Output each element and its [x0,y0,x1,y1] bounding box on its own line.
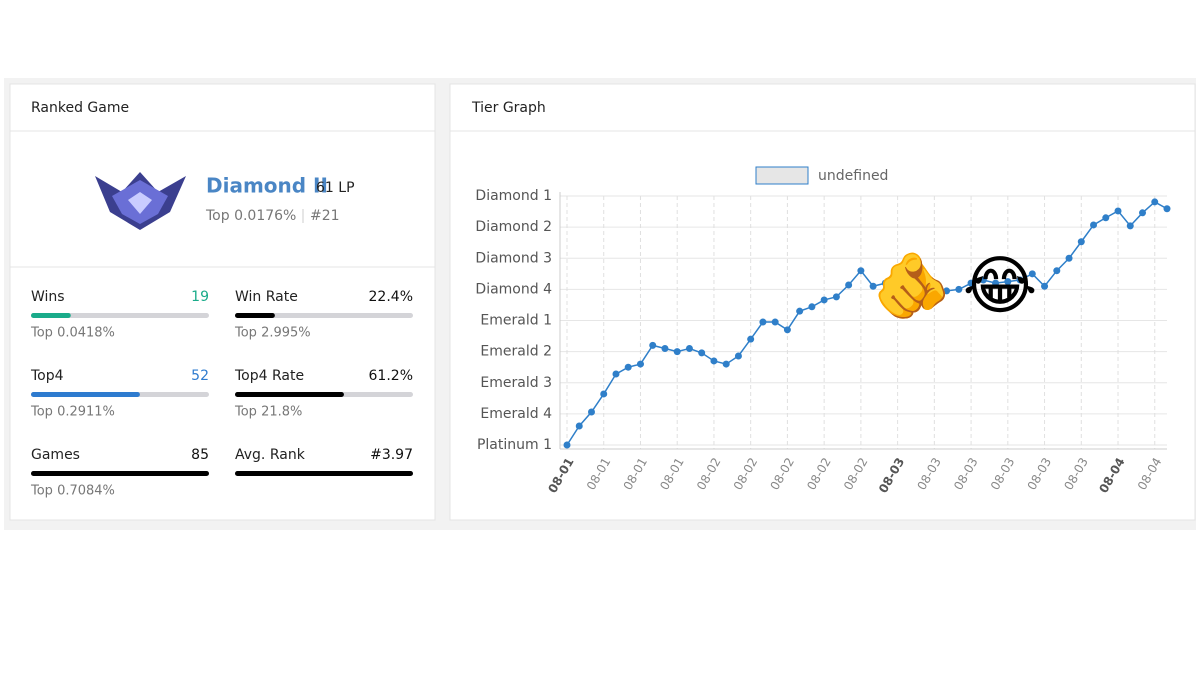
point [930,290,938,298]
point [1126,222,1134,230]
point [600,390,608,398]
stat-label: Wins [31,289,65,305]
y-tick-label: Emerald 3 [480,375,552,391]
point [673,348,681,356]
card-title: Tier Graph [471,100,546,116]
point [1065,254,1073,262]
stat-value: 19 [191,289,209,305]
point [1041,282,1049,290]
y-tick-label: Diamond 2 [475,219,552,235]
stat-bar [235,392,344,397]
point [685,345,693,353]
point [783,326,791,334]
point [992,279,1000,287]
ranked-card [9,83,436,521]
stat-value: 61.2% [369,368,413,384]
tier-lp: 61 LP [316,180,355,196]
stat-label: Games [31,447,80,463]
point [1053,267,1061,275]
point [832,293,840,301]
stat-label: Top4 Rate [234,368,304,384]
tier-rank: #21 [310,208,340,224]
stat-value: 52 [191,368,209,384]
point [845,281,853,289]
point [1163,205,1171,213]
y-tick-label: Platinum 1 [477,437,552,453]
y-tick-label: Emerald 4 [480,406,552,422]
point [808,303,816,311]
point [1102,214,1110,222]
point [1028,270,1036,278]
point [624,363,632,371]
y-tick-label: Diamond 4 [475,281,552,297]
point [979,276,987,284]
stat-value: #3.97 [370,447,413,463]
point [1016,276,1024,284]
y-tick-label: Emerald 2 [480,344,552,360]
point [563,441,571,449]
stat-sub: Top 21.8% [234,405,302,420]
point [1151,198,1159,206]
stat-sub: Top 0.0418% [30,326,115,341]
point [943,287,951,295]
stat-bar [31,471,209,476]
stat-label: Win Rate [235,289,298,305]
point [869,282,877,290]
stats: Wins 19 Top 0.0418% Win Rate 22.4% Top 2.995%… [30,289,413,499]
point [857,267,865,275]
point [1077,238,1085,246]
point [1090,221,1098,229]
stat-sub: Top 0.2911% [30,405,115,420]
stat-bar [235,471,413,476]
point [612,370,620,378]
stat-value: 85 [191,447,209,463]
point [967,279,975,287]
point [587,408,595,416]
stat-track [31,313,209,318]
point [918,285,926,293]
point [722,360,730,368]
y-tick-label: Emerald 1 [480,313,552,329]
stat-sub: Top 2.995% [234,326,311,341]
emoji: 🫵 [872,250,952,324]
emoji: 😂 [963,250,1038,324]
stat-bar [235,313,275,318]
point [820,296,828,304]
point [906,279,914,287]
point [734,352,742,360]
point [710,357,718,365]
point [1114,207,1122,215]
point [771,318,779,326]
point [1004,278,1012,286]
stat-sub: Top 0.7084% [30,484,115,499]
legend-label: undefined [818,168,888,184]
point [759,318,767,326]
point [881,279,889,287]
tier-top: Top 0.0176% [205,208,296,224]
y-tick-label: Diamond 1 [475,188,552,204]
point [747,335,755,343]
tier-emblem [95,172,186,230]
point [698,349,706,357]
point [636,360,644,368]
stat-label: Top4 [30,368,64,384]
stat-bar [31,313,71,318]
stat-track [235,313,413,318]
stat-bar [31,392,140,397]
point [796,307,804,315]
y-tick-label: Diamond 3 [475,250,552,266]
point [575,422,583,430]
point [661,345,669,353]
legend-swatch [755,166,809,185]
tier-name: Diamond II [206,174,328,198]
stat-value: 22.4% [369,289,413,305]
point [1139,209,1147,217]
point [649,341,657,349]
card-title: Ranked Game [31,100,129,116]
point [894,276,902,284]
point [955,285,963,293]
stat-label: Avg. Rank [235,447,306,463]
